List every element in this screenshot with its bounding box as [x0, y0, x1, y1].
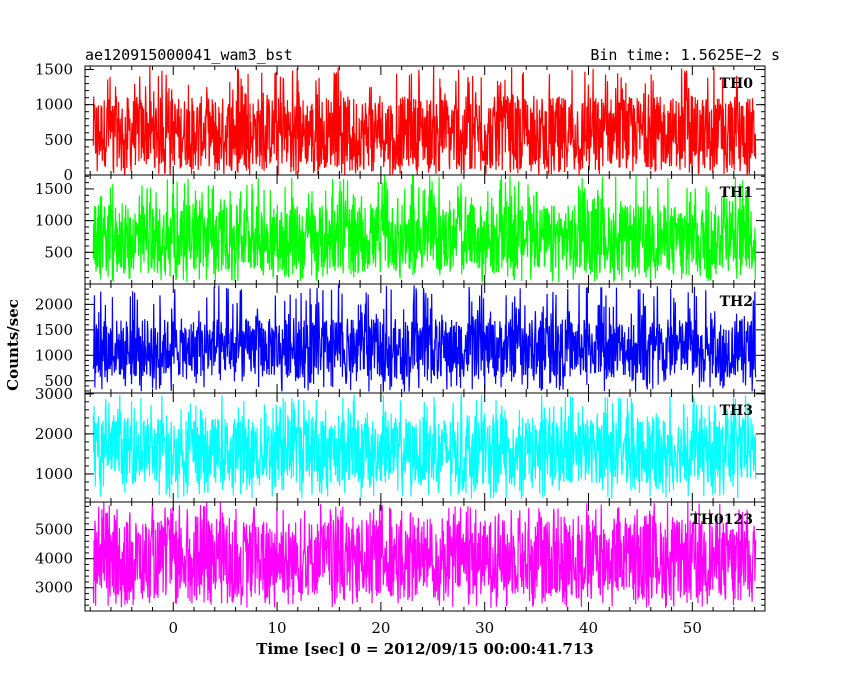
th0123-frame [84, 501, 766, 612]
panel-label-th0123: TH0123 [690, 512, 753, 528]
th0-series-line [92, 66, 757, 175]
y-tick-label: 1000 [35, 346, 73, 364]
th3-series-line [92, 393, 757, 499]
x-tick-label: 0 [168, 619, 178, 637]
panel-label-th2: TH2 [720, 294, 753, 310]
panel-label-th1: TH1 [720, 185, 753, 201]
x-tick-label: 50 [683, 619, 702, 637]
chart-title: ae120915000041_wam3_bst [85, 46, 293, 64]
y-tick-label: 1000 [35, 212, 73, 230]
y-tick-label: 3000 [35, 579, 73, 597]
x-tick-label: 30 [475, 619, 494, 637]
y-tick-label: 1000 [35, 465, 73, 483]
panel-th0: 0 500 1000 1500 TH0 [35, 61, 766, 184]
y-tick-label: 0 [63, 166, 73, 184]
panel-label-th3: TH3 [720, 403, 753, 419]
panel-th3: 1000 2000 3000 TH3 [35, 385, 766, 503]
y-tick-label: 500 [44, 372, 73, 390]
th2-series-line [92, 284, 757, 392]
y-tick-label: 500 [44, 243, 73, 261]
th0123-series-line [92, 502, 757, 609]
y-tick-label: 1500 [35, 61, 73, 79]
x-tick-label: 40 [579, 619, 598, 637]
y-tick-label: 5000 [35, 521, 73, 539]
x-tick-label: 20 [371, 619, 390, 637]
x-tick-label: 10 [268, 619, 287, 637]
panel-label-th0: TH0 [720, 76, 754, 92]
panel-th1: 500 1000 1500 TH1 [35, 174, 766, 285]
y-tick-label: 2000 [35, 295, 73, 313]
panel-th2: 500 1000 1500 2000 TH2 [35, 283, 766, 394]
y-tick-label: 1500 [35, 321, 73, 339]
y-tick-label: 1000 [35, 96, 73, 114]
panels-group: 0 500 1000 1500 TH0 500 1000 1500 TH1 500 1000 1500… [35, 61, 766, 612]
x-axis: 0 10 20 30 40 50 [168, 619, 701, 637]
y-tick-label: 500 [44, 131, 73, 149]
x-axis-label: Time [sec] 0 = 2012/09/15 00:00:41.713 [256, 640, 593, 658]
panel-th0123: 3000 4000 5000 TH0123 [35, 501, 766, 612]
y-tick-label: 3000 [35, 385, 73, 403]
y-tick-label: 4000 [35, 550, 73, 568]
y-tick-label: 2000 [35, 425, 73, 443]
y-tick-label: 1500 [35, 180, 73, 198]
th1-series-line [92, 175, 757, 283]
y-axis-label: Counts/sec [4, 299, 22, 391]
bin-time-label: Bin time: 1.5625E−2 s [590, 46, 780, 64]
